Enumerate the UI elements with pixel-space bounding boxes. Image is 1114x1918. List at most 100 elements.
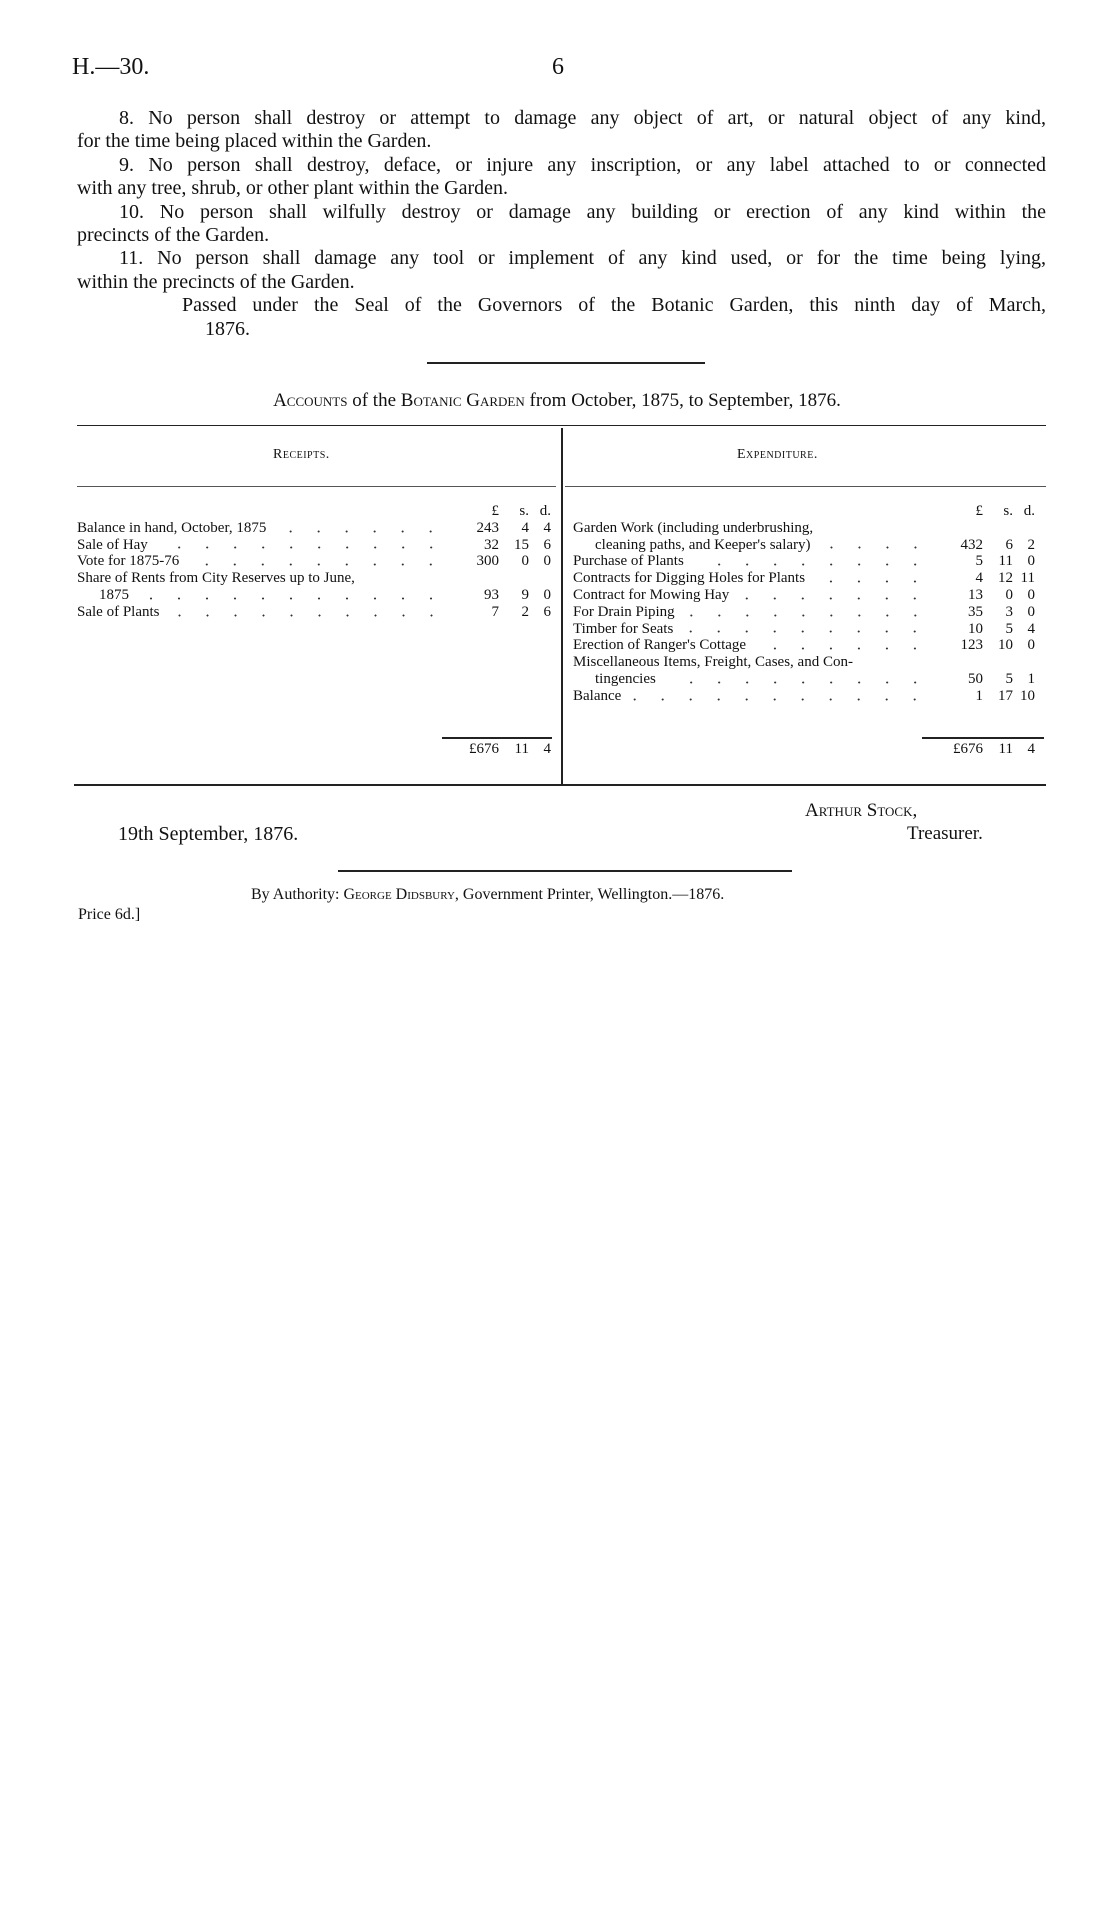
pence-value: 0 [1027, 553, 1036, 570]
text-line: 11. No person shall damage any tool or i… [119, 247, 1046, 270]
expenditure-table: £ s. d. Garden Work (including underbrushi… [573, 503, 1036, 757]
table-row: Purchase of Plants 5 11 0 [573, 553, 1035, 570]
title-part: of the [347, 390, 401, 411]
receipts-heading: Receipts. [273, 447, 330, 462]
text-line: for the time being placed within the Gar… [77, 130, 432, 153]
pounds-value: 5 [975, 553, 984, 570]
pence-value: 0 [1027, 637, 1036, 654]
pence-value: 6 [543, 603, 552, 620]
text-line: Passed under the Seal of the Governors o… [182, 294, 1046, 317]
leader-dots [756, 647, 929, 651]
leader-dots [169, 613, 445, 617]
receipts-table: £ s. d. Balance in hand, October, 1875 243 4… [77, 503, 552, 757]
pence-value: 0 [1027, 586, 1036, 603]
expenditure-total: £676 11 4 [935, 741, 1035, 758]
pounds-value: 123 [960, 637, 984, 654]
table-row: Sale of Hay 32 15 6 [77, 537, 551, 554]
pence-value: 0 [1027, 603, 1036, 620]
expenditure-heading: Expenditure. [737, 447, 818, 462]
pence-value: 4 [543, 519, 552, 536]
item-label: Sale of Hay [77, 536, 148, 553]
shillings-value: 12 [998, 570, 1013, 587]
total-pounds: £676 [469, 741, 499, 757]
footer-rule [338, 870, 792, 872]
leader-dots [139, 596, 445, 600]
printer-imprint: By Authority: George Didsbury, Governmen… [251, 886, 724, 904]
item-label: Garden Work (including underbrushing, [573, 519, 814, 536]
item-label: Miscellaneous Items, Freight, Cases, and… [573, 654, 853, 671]
pounds-value: 4 [975, 570, 984, 587]
rule-11: 11. No person shall damage any tool or i… [77, 247, 1046, 294]
shillings-value: 6 [1005, 536, 1014, 553]
title-part: Botanic Garden [400, 390, 525, 411]
item-label: Balance [573, 687, 622, 704]
item-label: Timber for Seats [573, 620, 674, 637]
total-pounds: £676 [953, 741, 983, 757]
table-row: Vote for 1875-76 300 0 0 [77, 553, 551, 570]
leader-dots [189, 563, 445, 567]
item-label: Sale of Plants [77, 603, 160, 620]
header-rule [77, 486, 556, 487]
text-line: with any tree, shrub, or other plant wit… [77, 177, 508, 200]
item-label: 1875 [99, 586, 129, 603]
text-line: 9. No person shall destroy, deface, or i… [119, 153, 1046, 176]
leader-dots [820, 546, 929, 550]
imprint-part: By Authority: [251, 886, 344, 903]
table-top-rule [77, 425, 1046, 426]
table-row: Timber for Seats 10 5 4 [573, 621, 1035, 638]
shillings-value: 9 [521, 586, 530, 603]
leader-dots [157, 546, 445, 550]
passed-statement: Passed under the Seal of the Governors o… [77, 294, 1046, 341]
pence-value: 1 [1027, 670, 1036, 687]
signer-name: Arthur Stock, [805, 800, 918, 821]
text-line: 10. No person shall wilfully destroy or … [119, 200, 1046, 223]
pence-value: 11 [1020, 570, 1035, 587]
leader-dots [665, 680, 929, 684]
shillings-header: s. [519, 503, 529, 519]
rule-10: 10. No person shall wilfully destroy or … [77, 201, 1046, 248]
pounds-header: £ [491, 503, 500, 519]
item-label: Erection of Ranger's Cottage [573, 637, 747, 654]
header-rule [565, 486, 1046, 487]
pence-header: d. [539, 503, 551, 519]
table-row: cleaning paths, and Keeper's salary) 432 6… [573, 537, 1035, 554]
pounds-value: 432 [960, 536, 984, 553]
shillings-value: 11 [998, 553, 1013, 570]
signature-date: 19th September, 1876. [118, 823, 299, 845]
page-number: 6 [552, 54, 564, 80]
table-bottom-rule [74, 784, 1046, 786]
pence-value: 0 [543, 586, 552, 603]
table-row: Contract for Mowing Hay 13 0 0 [573, 587, 1035, 604]
rule-9: 9. No person shall destroy, deface, or i… [77, 154, 1046, 201]
item-label: tingencies [595, 670, 656, 687]
title-part: from October, 1875, to September, 1876. [524, 390, 841, 411]
total-shillings: 11 [514, 741, 529, 757]
pence-value: 4 [1027, 620, 1036, 637]
shillings-value: 5 [1005, 620, 1014, 637]
table-row: Balance 1 17 10 [573, 688, 1035, 705]
total-pence: 4 [543, 741, 552, 757]
imprint-part: , Government Printer, Wellington.—1876. [454, 886, 725, 903]
total-rule [922, 737, 1044, 739]
item-label: Contract for Mowing Hay [573, 586, 730, 603]
pounds-header: £ [975, 503, 984, 519]
item-label: For Drain Piping [573, 603, 675, 620]
pounds-value: 50 [968, 670, 983, 687]
text-line: 1876. [205, 317, 250, 340]
pence-value: 6 [543, 536, 552, 553]
pence-value: 0 [543, 553, 552, 570]
table-row: Contracts for Digging Holes for Plants 4 1… [573, 570, 1035, 587]
shillings-value: 15 [514, 536, 529, 553]
item-label: Balance in hand, October, 1875 [77, 519, 267, 536]
item-label: Purchase of Plants [573, 553, 684, 570]
total-shillings: 11 [998, 741, 1013, 757]
item-label: Share of Rents from City Reserves up to … [77, 570, 355, 587]
shillings-value: 3 [1005, 603, 1014, 620]
shillings-value: 0 [1005, 586, 1014, 603]
currency-header-row: £ s. d. [573, 503, 1036, 520]
leader-dots [815, 579, 929, 583]
signer-title: Treasurer. [907, 823, 983, 844]
item-label: Contracts for Digging Holes for Plants [573, 570, 806, 587]
item-label: Vote for 1875-76 [77, 553, 180, 570]
pounds-value: 93 [484, 586, 499, 603]
